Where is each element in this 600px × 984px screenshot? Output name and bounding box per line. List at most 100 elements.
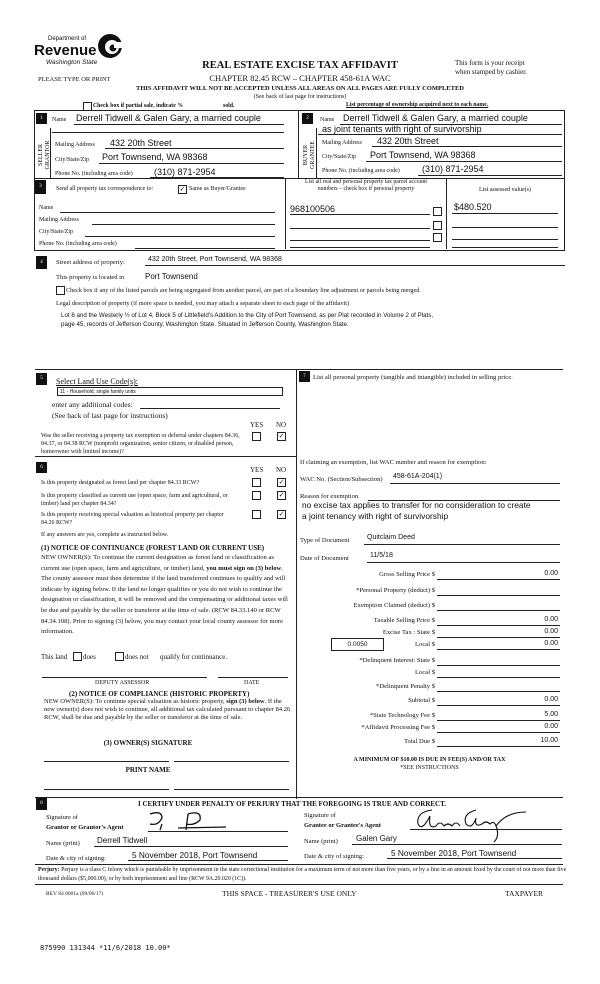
partial-sale-label: Check box if partial sale, indicate % (93, 103, 184, 109)
buyer-mailing-field[interactable]: 432 20th Street (377, 136, 439, 146)
owner-signature-field-2[interactable] (174, 761, 289, 762)
local-rate-field[interactable]: 0.0050 (331, 638, 384, 651)
yes-checkbox[interactable] (252, 478, 261, 487)
section-number: 2 (302, 113, 313, 124)
street-address-field[interactable]: 432 20th Street, Port Townsend, WA 98368 (148, 256, 282, 263)
assessed-header: List assessed value(s) (479, 187, 531, 193)
minimum-note: A MINIMUM OF $10.00 IS DUE IN FEE(S) AND… (353, 757, 506, 763)
does-checkbox[interactable] (73, 652, 82, 661)
personal-property-checkbox[interactable] (433, 233, 442, 242)
amount-field[interactable] (437, 665, 560, 666)
exemption-no-checkbox[interactable]: ✓ (277, 432, 286, 441)
print-name-field-2[interactable] (174, 789, 289, 790)
no-checkbox[interactable]: ✓ (277, 478, 286, 487)
assessed-value-field[interactable]: $480.520 (454, 202, 492, 212)
owner-signature-field[interactable] (44, 761, 169, 762)
parcel-number-field[interactable] (290, 228, 430, 229)
additional-codes-field[interactable] (140, 408, 280, 409)
land-use-select[interactable]: 11 - Household, single family units (57, 387, 283, 396)
owner-signature-label: (3) OWNER(S) SIGNATURE (103, 739, 193, 747)
amount-field[interactable] (437, 691, 560, 692)
same-as-buyer-checkbox[interactable]: ✓ (178, 185, 187, 194)
located-in-field[interactable]: Port Townsend (145, 272, 198, 281)
exemption-yes-checkbox[interactable] (252, 432, 261, 441)
buyer-phone-field[interactable]: (310) 871-2954 (422, 164, 484, 174)
amount-field[interactable] (437, 625, 560, 626)
amount-label: Total Due $ (403, 738, 435, 745)
reason-line1-field[interactable]: no excise tax applies to transfer for no… (302, 500, 531, 510)
amount-field[interactable] (437, 677, 560, 678)
certify-statement: I CERTIFY UNDER PENALTY OF PERJURY THAT … (138, 800, 447, 808)
amount-field[interactable] (437, 637, 560, 638)
land-use-label: Select Land Use Code(s): (56, 377, 138, 386)
buyer-name-line2-field[interactable]: as joint tenants with right of survivors… (322, 124, 482, 134)
amount-field[interactable] (437, 732, 560, 733)
correspondence-name-field[interactable] (60, 212, 275, 213)
seller-mailing-field[interactable]: 432 20th Street (110, 138, 172, 148)
amount-value: 0.00 (544, 696, 558, 703)
grantee-date-field[interactable]: 5 November 2018, Port Townsend (391, 848, 517, 858)
deputy-assessor-signature-field[interactable] (42, 677, 207, 678)
doc-date-field[interactable]: 11/5/18 (370, 552, 393, 559)
does-not-checkbox[interactable] (115, 652, 124, 661)
amount-value: 10.00 (540, 737, 558, 744)
seller-name-field[interactable]: Derrell Tidwell & Galen Gary, a married … (76, 113, 261, 123)
personal-property-label: List all personal property (tangible and… (313, 374, 513, 381)
parcel-number-field[interactable] (290, 240, 430, 241)
legal-description-line2[interactable]: page 45, records of Jefferson County, Wa… (61, 321, 349, 328)
amount-field[interactable] (437, 649, 560, 650)
grantor-name-field[interactable]: Derrell Tidwell (97, 836, 148, 845)
see-back-note: (See back of last page for instructions) (52, 411, 168, 420)
grantee-signature (417, 809, 527, 843)
no-checkbox[interactable]: ✓ (277, 510, 286, 519)
legal-description-line1[interactable]: Lot 6 and the Westerly ½ of Lot 4, Block… (61, 312, 434, 319)
no-checkbox[interactable]: ✓ (277, 491, 286, 500)
doc-type-field[interactable]: Quitclaim Deed (367, 534, 415, 541)
assessed-value-field[interactable] (452, 227, 558, 228)
amount-field[interactable] (437, 720, 560, 721)
if-yes-note: If any answers are yes, complete as inst… (41, 532, 169, 538)
notice2-text: NEW OWNER(S): To continue special valuat… (44, 698, 291, 721)
assessed-value-field[interactable] (452, 247, 558, 248)
grantor-date-field[interactable]: 5 November 2018, Port Townsend (132, 850, 258, 860)
send-label: Send all property tax correspondence to: (56, 186, 154, 192)
grantor-signature-field[interactable] (148, 831, 288, 832)
city-label: City/State/Zip (322, 154, 356, 160)
yes-header: YES (250, 466, 264, 474)
seller-phone-field[interactable]: (310) 871-2954 (154, 167, 216, 177)
reason-line2-field[interactable]: a joint tenancy with right of survivorsh… (302, 511, 449, 521)
grantee-signature-field[interactable] (410, 829, 562, 830)
buyer-name-field[interactable]: Derrell Tidwell & Galen Gary, a married … (343, 113, 528, 123)
amount-field[interactable] (437, 595, 560, 596)
amount-field[interactable] (437, 610, 560, 611)
assessed-value-field[interactable] (452, 239, 558, 240)
amount-field[interactable] (437, 746, 560, 747)
amount-value: 0.00 (544, 640, 558, 647)
segregated-checkbox[interactable] (56, 286, 65, 295)
correspondence-city-field[interactable] (85, 236, 275, 237)
amount-field[interactable] (437, 705, 560, 706)
cashier-stamp: 875990 131344 *11/6/2018 10.00* (40, 944, 171, 952)
parcel-number-field[interactable]: 968100506 (290, 204, 336, 214)
amount-value: 5.00 (544, 711, 558, 718)
amount-value: 0.00 (544, 616, 558, 623)
print-name-field[interactable] (44, 789, 169, 790)
buyer-city-field[interactable]: Port Townsend, WA 98368 (370, 150, 476, 160)
ownership-note: List percentage of ownership acquired ne… (346, 102, 489, 108)
parcel-number-field[interactable] (290, 247, 430, 248)
wac-field[interactable]: 458-61A-204(1) (393, 473, 443, 480)
personal-property-checkbox[interactable] (433, 207, 442, 216)
wac-label: WAC No. (Section/Subsection) (300, 476, 383, 483)
yes-checkbox[interactable] (252, 491, 261, 500)
assessor-date-field[interactable] (218, 677, 288, 678)
seller-city-field[interactable]: Port Townsend, WA 98368 (102, 152, 208, 162)
grantee-name-field[interactable]: Galen Gary (356, 834, 397, 843)
correspondence-phone-field[interactable] (135, 248, 275, 249)
see-instructions-note: *SEE INSTRUCTIONS (400, 765, 459, 771)
amount-label: *State Technology Fee $ (369, 712, 435, 719)
yes-checkbox[interactable] (252, 510, 261, 519)
amount-field[interactable] (437, 579, 560, 580)
date-city-label: Date & city of signing: (46, 855, 106, 862)
personal-property-checkbox[interactable] (433, 221, 442, 230)
correspondence-mailing-field[interactable] (92, 224, 275, 225)
